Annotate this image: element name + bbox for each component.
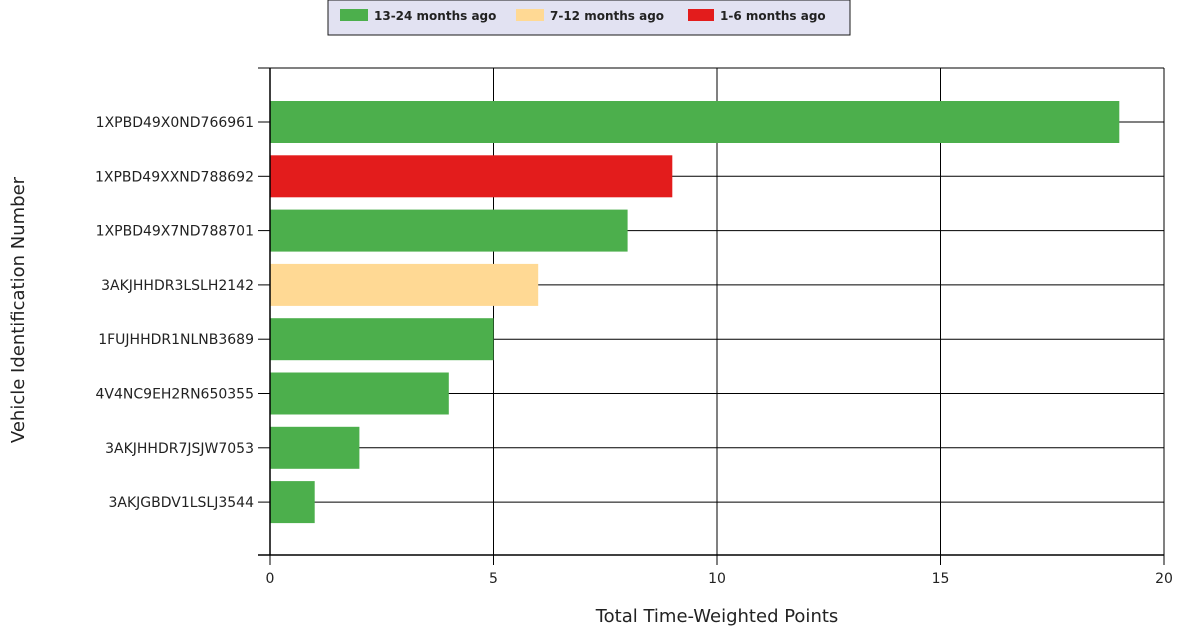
legend-label-1-6-months-ago: 1-6 months ago [720, 9, 826, 23]
x-tick-label: 20 [1155, 571, 1173, 587]
y-tick-label: 1XPBD49X7ND788701 [96, 224, 254, 240]
x-tick-label: 10 [708, 571, 726, 587]
bars [270, 101, 1120, 524]
bar-1xpbd49x0nd766961 [270, 101, 1120, 143]
bar-4v4nc9eh2rn650355 [270, 372, 449, 415]
bar-1fujhhdr1nlnb3689 [270, 318, 494, 361]
axes [258, 67, 1165, 556]
legend-swatch-7-12-months-ago [516, 9, 544, 21]
bar-1xpbd49xxnd788692 [270, 155, 673, 198]
x-axis-title: Total Time-Weighted Points [595, 606, 839, 627]
legend: 13-24 months ago 7-12 months ago 1-6 month… [327, 0, 851, 36]
x-tick-label: 15 [932, 571, 950, 587]
bar-3akjhhdr3lslh2142 [270, 263, 539, 306]
ticks: 1XPBD49X0ND766961 1XPBD49XXND788692 1XPBD4… [95, 67, 1173, 587]
bar-3akjgbdv1lslj3544 [270, 481, 315, 524]
legend-label-7-12-months-ago: 7-12 months ago [550, 9, 664, 23]
y-tick-label: 3AKJGBDV1LSLJ3544 [108, 495, 254, 511]
y-tick-label: 1XPBD49X0ND766961 [96, 115, 254, 131]
y-tick-label: 4V4NC9EH2RN650355 [96, 387, 254, 403]
x-tick-label: 5 [489, 571, 498, 587]
bar-3akjhhdr7jsjw7053 [270, 426, 360, 469]
legend-label-13-24-months-ago: 13-24 months ago [374, 9, 496, 23]
y-tick-label: 3AKJHHDR7JSJW7053 [105, 441, 254, 457]
y-tick-label: 1XPBD49XXND788692 [95, 169, 254, 185]
legend-box [327, 0, 851, 36]
x-tick-label: 0 [266, 571, 275, 587]
y-tick-label: 3AKJHHDR3LSLH2142 [101, 278, 254, 294]
legend-swatch-13-24-months-ago [340, 9, 368, 21]
y-axis-title: Vehicle Identification Number [8, 176, 29, 443]
y-tick-label: 1FUJHHDR1NLNB3689 [98, 332, 254, 348]
legend-swatch-1-6-months-ago [688, 9, 714, 21]
bar-1xpbd49x7nd788701 [270, 209, 628, 252]
